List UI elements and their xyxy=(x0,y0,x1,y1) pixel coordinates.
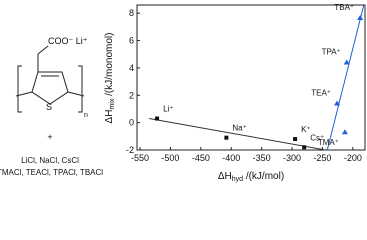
point xyxy=(334,100,341,106)
y-label-part: ΔH xyxy=(104,110,115,124)
x-tick-label: -250 xyxy=(313,153,331,163)
x-tick-label: -300 xyxy=(283,153,301,163)
chain-bond xyxy=(67,91,85,97)
y-label-sub: mix xyxy=(109,98,116,109)
y-tick-label: 6 xyxy=(129,36,134,46)
plot-frame xyxy=(136,4,366,151)
x-tick-label: -400 xyxy=(222,153,240,163)
y-axis-label: ΔHmix /(kJ/monomol) xyxy=(104,33,116,124)
point xyxy=(293,137,298,142)
y-tick-label: 0 xyxy=(129,118,134,128)
carboxyl-bond xyxy=(37,45,49,55)
y-tick-label: 8 xyxy=(129,8,134,18)
x-label-sub: hyd xyxy=(232,176,243,183)
y-tick-label: 2 xyxy=(129,90,134,100)
salts-label: LiCl, NaCl, CsCl xyxy=(21,156,79,165)
point xyxy=(155,116,160,121)
point-label: Li⁺ xyxy=(163,105,173,114)
x-tick-label: -550 xyxy=(131,153,149,163)
x-axis-label: ΔHhyd /(kJ/mol) xyxy=(218,171,284,183)
chain-bond xyxy=(15,91,33,97)
point-label: TEA⁺ xyxy=(311,88,331,97)
figure: COO⁻ Li⁺ S n + LiCl, NaCl, CsCl TMACl, T… xyxy=(0,3,366,183)
structure xyxy=(15,45,85,113)
point xyxy=(357,14,364,20)
anion-label: COO⁻ Li⁺ xyxy=(48,36,88,46)
x-label-part: /(kJ/mol) xyxy=(243,171,284,182)
bracket xyxy=(78,65,83,113)
thiophene-ring xyxy=(31,71,69,105)
y-label-part: /(kJ/monomol) xyxy=(104,33,115,99)
bracket xyxy=(17,65,22,113)
salts-label: TMACl, TEACl, TPACl, TBACl xyxy=(0,168,103,177)
repeat-label: n xyxy=(84,112,88,119)
point-label: K⁺ xyxy=(301,125,311,134)
x-tick-label: -350 xyxy=(253,153,271,163)
point-label: TBA⁺ xyxy=(334,3,354,12)
plus-label: + xyxy=(47,132,52,142)
point-label: TPA⁺ xyxy=(322,47,341,56)
point-label: Na⁺ xyxy=(232,124,246,133)
page: COO⁻ Li⁺ S n + LiCl, NaCl, CsCl TMACl, T… xyxy=(0,2,366,183)
x-label-part: ΔH xyxy=(218,171,232,182)
y-tick-label: -2 xyxy=(126,145,134,155)
point xyxy=(341,129,348,135)
x-tick-label: -450 xyxy=(192,153,210,163)
point-label: TMA⁺ xyxy=(318,138,339,147)
fit-line xyxy=(149,118,326,151)
y-tick-label: 4 xyxy=(129,63,134,73)
point xyxy=(343,59,350,65)
sulfur-label: S xyxy=(46,102,52,112)
point xyxy=(302,145,307,150)
point-label: Cs⁺ xyxy=(310,133,324,142)
point xyxy=(224,135,229,140)
fit-line xyxy=(326,4,365,151)
x-tick-label: -500 xyxy=(161,153,179,163)
x-tick-label: -200 xyxy=(344,153,362,163)
